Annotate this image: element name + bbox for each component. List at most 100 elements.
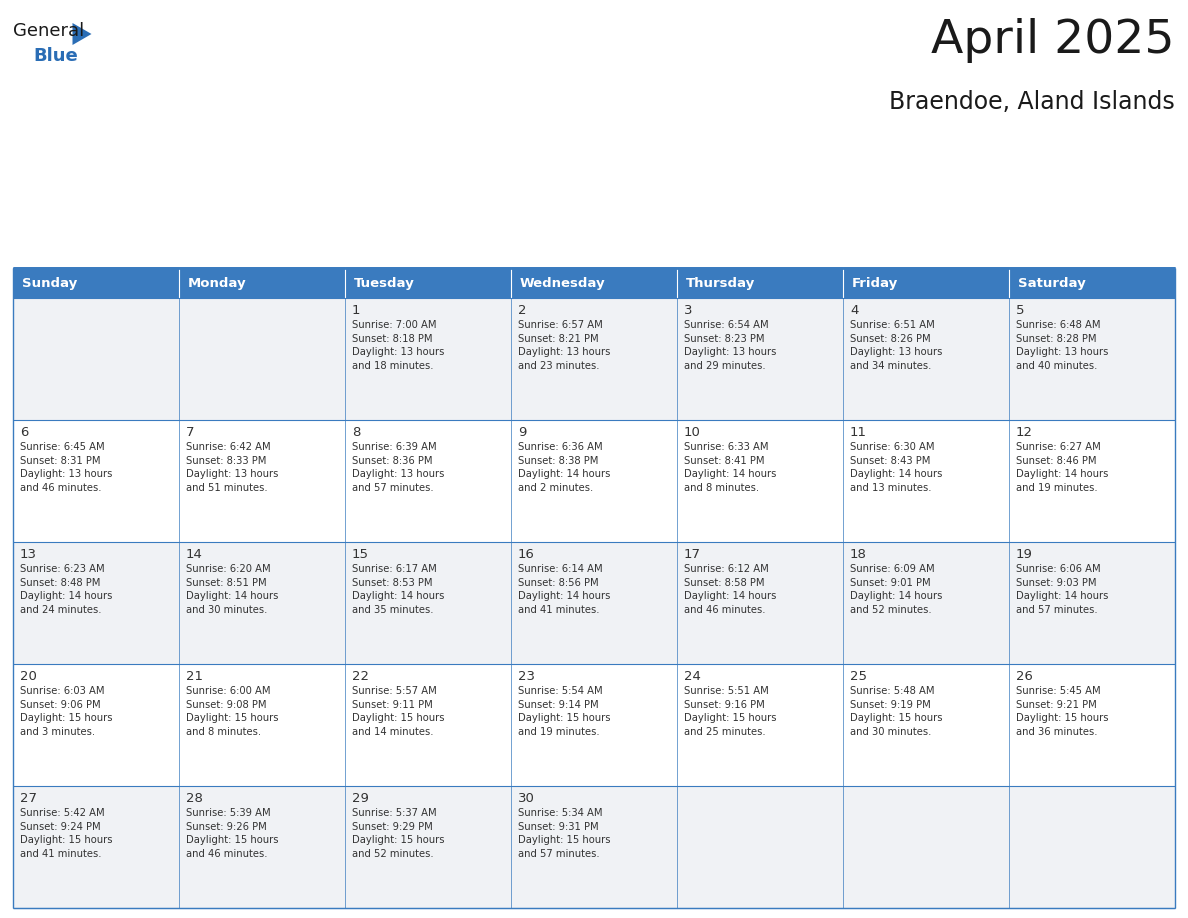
Bar [843,298,1009,420]
Text: Sunrise: 6:17 AM
Sunset: 8:53 PM
Daylight: 14 hours
and 35 minutes.: Sunrise: 6:17 AM Sunset: 8:53 PM Dayligh… [352,564,444,615]
Bar [1009,786,1175,908]
Text: 7: 7 [187,426,195,439]
Text: Sunrise: 6:20 AM
Sunset: 8:51 PM
Daylight: 14 hours
and 30 minutes.: Sunrise: 6:20 AM Sunset: 8:51 PM Dayligh… [187,564,278,615]
Bar [1009,298,1175,420]
Bar [179,786,345,908]
Bar [1009,420,1175,542]
Bar [13,420,179,542]
Text: 30: 30 [518,792,535,805]
Bar [179,664,345,786]
Bar [13,664,179,786]
Bar [13,298,179,420]
Text: Sunrise: 5:57 AM
Sunset: 9:11 PM
Daylight: 15 hours
and 14 minutes.: Sunrise: 5:57 AM Sunset: 9:11 PM Dayligh… [352,686,444,737]
Bar [677,420,843,542]
Text: Sunrise: 6:12 AM
Sunset: 8:58 PM
Daylight: 14 hours
and 46 minutes.: Sunrise: 6:12 AM Sunset: 8:58 PM Dayligh… [684,564,777,615]
Bar [843,664,1009,786]
Text: 21: 21 [187,670,203,683]
Bar [1009,268,1175,298]
Text: Sunrise: 6:51 AM
Sunset: 8:26 PM
Daylight: 13 hours
and 34 minutes.: Sunrise: 6:51 AM Sunset: 8:26 PM Dayligh… [849,320,942,371]
Text: Sunrise: 6:39 AM
Sunset: 8:36 PM
Daylight: 13 hours
and 57 minutes.: Sunrise: 6:39 AM Sunset: 8:36 PM Dayligh… [352,442,444,493]
Text: 28: 28 [187,792,203,805]
Text: Sunrise: 6:48 AM
Sunset: 8:28 PM
Daylight: 13 hours
and 40 minutes.: Sunrise: 6:48 AM Sunset: 8:28 PM Dayligh… [1016,320,1108,371]
Text: Blue: Blue [33,47,77,65]
Text: Sunrise: 6:14 AM
Sunset: 8:56 PM
Daylight: 14 hours
and 41 minutes.: Sunrise: 6:14 AM Sunset: 8:56 PM Dayligh… [518,564,611,615]
Bar [511,268,677,298]
Bar [677,298,843,420]
Bar [345,664,511,786]
Text: Sunrise: 6:57 AM
Sunset: 8:21 PM
Daylight: 13 hours
and 23 minutes.: Sunrise: 6:57 AM Sunset: 8:21 PM Dayligh… [518,320,611,371]
Text: 1: 1 [352,304,360,317]
Text: 15: 15 [352,548,369,561]
Text: Monday: Monday [188,276,247,289]
Text: 12: 12 [1016,426,1034,439]
Text: 19: 19 [1016,548,1032,561]
Text: Sunrise: 6:09 AM
Sunset: 9:01 PM
Daylight: 14 hours
and 52 minutes.: Sunrise: 6:09 AM Sunset: 9:01 PM Dayligh… [849,564,942,615]
Text: 13: 13 [20,548,37,561]
Text: Sunrise: 5:34 AM
Sunset: 9:31 PM
Daylight: 15 hours
and 57 minutes.: Sunrise: 5:34 AM Sunset: 9:31 PM Dayligh… [518,808,611,859]
Bar [1009,664,1175,786]
Bar [843,542,1009,664]
Text: 18: 18 [849,548,867,561]
Text: Sunrise: 5:48 AM
Sunset: 9:19 PM
Daylight: 15 hours
and 30 minutes.: Sunrise: 5:48 AM Sunset: 9:19 PM Dayligh… [849,686,942,737]
Text: Saturday: Saturday [1018,276,1086,289]
Text: Sunrise: 7:00 AM
Sunset: 8:18 PM
Daylight: 13 hours
and 18 minutes.: Sunrise: 7:00 AM Sunset: 8:18 PM Dayligh… [352,320,444,371]
Text: 26: 26 [1016,670,1032,683]
Bar [13,268,179,298]
Text: Sunrise: 5:51 AM
Sunset: 9:16 PM
Daylight: 15 hours
and 25 minutes.: Sunrise: 5:51 AM Sunset: 9:16 PM Dayligh… [684,686,777,737]
Bar [345,786,511,908]
Text: 6: 6 [20,426,29,439]
Bar [345,420,511,542]
Text: 4: 4 [849,304,859,317]
Bar [179,268,345,298]
Text: Sunrise: 6:03 AM
Sunset: 9:06 PM
Daylight: 15 hours
and 3 minutes.: Sunrise: 6:03 AM Sunset: 9:06 PM Dayligh… [20,686,113,737]
Text: 20: 20 [20,670,37,683]
Bar [345,268,511,298]
Text: Sunrise: 6:00 AM
Sunset: 9:08 PM
Daylight: 15 hours
and 8 minutes.: Sunrise: 6:00 AM Sunset: 9:08 PM Dayligh… [187,686,278,737]
Bar [677,268,843,298]
Text: 3: 3 [684,304,693,317]
Text: Sunrise: 6:36 AM
Sunset: 8:38 PM
Daylight: 14 hours
and 2 minutes.: Sunrise: 6:36 AM Sunset: 8:38 PM Dayligh… [518,442,611,493]
Text: 8: 8 [352,426,360,439]
Bar [1009,542,1175,664]
Bar [677,664,843,786]
Text: 10: 10 [684,426,701,439]
Text: 5: 5 [1016,304,1024,317]
Bar [677,786,843,908]
Bar [511,420,677,542]
Text: 2: 2 [518,304,526,317]
Text: Sunrise: 5:37 AM
Sunset: 9:29 PM
Daylight: 15 hours
and 52 minutes.: Sunrise: 5:37 AM Sunset: 9:29 PM Dayligh… [352,808,444,859]
Bar [511,664,677,786]
Text: Sunrise: 5:39 AM
Sunset: 9:26 PM
Daylight: 15 hours
and 46 minutes.: Sunrise: 5:39 AM Sunset: 9:26 PM Dayligh… [187,808,278,859]
Bar [511,298,677,420]
Text: 22: 22 [352,670,369,683]
Text: April 2025: April 2025 [931,18,1175,63]
Text: 25: 25 [849,670,867,683]
Bar [843,420,1009,542]
Bar [179,542,345,664]
Text: Sunrise: 6:30 AM
Sunset: 8:43 PM
Daylight: 14 hours
and 13 minutes.: Sunrise: 6:30 AM Sunset: 8:43 PM Dayligh… [849,442,942,493]
Text: 11: 11 [849,426,867,439]
Bar [13,786,179,908]
Bar [843,268,1009,298]
Text: Friday: Friday [852,276,898,289]
Bar [843,786,1009,908]
Text: Thursday: Thursday [685,276,756,289]
Text: Sunrise: 5:42 AM
Sunset: 9:24 PM
Daylight: 15 hours
and 41 minutes.: Sunrise: 5:42 AM Sunset: 9:24 PM Dayligh… [20,808,113,859]
Text: Sunrise: 6:54 AM
Sunset: 8:23 PM
Daylight: 13 hours
and 29 minutes.: Sunrise: 6:54 AM Sunset: 8:23 PM Dayligh… [684,320,777,371]
Text: Sunrise: 6:06 AM
Sunset: 9:03 PM
Daylight: 14 hours
and 57 minutes.: Sunrise: 6:06 AM Sunset: 9:03 PM Dayligh… [1016,564,1108,615]
Text: General: General [13,22,84,40]
Text: 16: 16 [518,548,535,561]
Text: Sunrise: 5:45 AM
Sunset: 9:21 PM
Daylight: 15 hours
and 36 minutes.: Sunrise: 5:45 AM Sunset: 9:21 PM Dayligh… [1016,686,1108,737]
Bar [179,298,345,420]
Bar [677,542,843,664]
Text: 24: 24 [684,670,701,683]
Bar [345,542,511,664]
Text: Wednesday: Wednesday [520,276,606,289]
Text: Braendoe, Aland Islands: Braendoe, Aland Islands [890,90,1175,114]
Bar [511,786,677,908]
Text: 23: 23 [518,670,535,683]
Text: Sunrise: 6:42 AM
Sunset: 8:33 PM
Daylight: 13 hours
and 51 minutes.: Sunrise: 6:42 AM Sunset: 8:33 PM Dayligh… [187,442,278,493]
Bar [13,542,179,664]
Text: Tuesday: Tuesday [354,276,415,289]
Text: Sunrise: 6:33 AM
Sunset: 8:41 PM
Daylight: 14 hours
and 8 minutes.: Sunrise: 6:33 AM Sunset: 8:41 PM Dayligh… [684,442,777,493]
